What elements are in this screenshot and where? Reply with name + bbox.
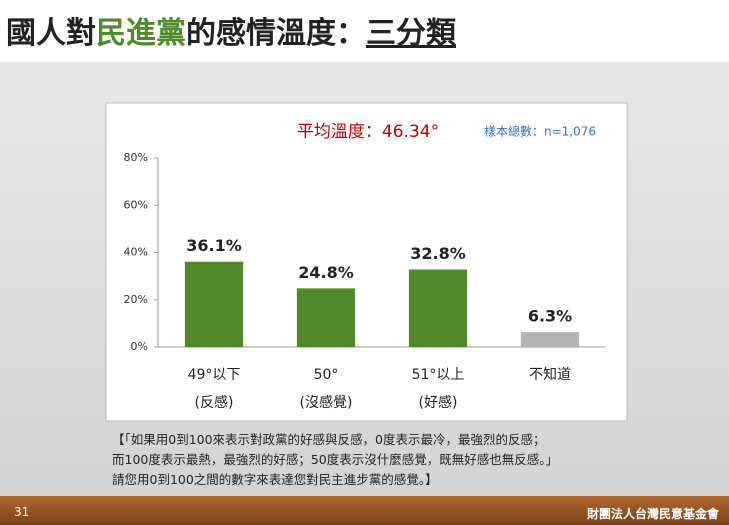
data-label: 36.1%: [186, 236, 242, 255]
x-tick-label: (沒感覺): [300, 394, 353, 411]
x-tick-label: 49°以下: [188, 367, 241, 383]
y-tick-label: 40%: [124, 246, 148, 259]
y-tick-label: 80%: [124, 151, 148, 164]
title-part: 國人對: [6, 16, 96, 51]
footer: 31 財團法人台灣民意基金會: [0, 496, 729, 525]
footnote-line: 請您用0到100之間的數字來表達您對民主進步黨的感覺。】: [112, 472, 438, 487]
title-part: 民進黨: [96, 16, 186, 51]
x-tick-label: 51°以上: [412, 367, 465, 383]
x-tick-label: (好感): [419, 394, 458, 411]
x-tick-label: 不知道: [529, 366, 571, 383]
y-tick-label: 60%: [124, 198, 148, 211]
footnote: 【「如果用0到100來表示對政黨的好感與反感，0度表示最冷，最強烈的反感； 而1…: [112, 430, 558, 490]
data-label: 32.8%: [410, 244, 466, 263]
x-tick-label: 50°: [314, 367, 339, 383]
data-label: 6.3%: [528, 307, 572, 326]
footnote-line: 【「如果用0到100來表示對政黨的好感與反感，0度表示最冷，最強烈的反感；: [112, 432, 546, 447]
bar: [296, 288, 356, 347]
bar: [184, 261, 244, 347]
slide-title: 國人對民進黨的感情溫度：三分類: [6, 8, 456, 52]
annotation: 樣本總數：n=1,076: [484, 124, 596, 139]
bar: [520, 332, 580, 347]
bar: [408, 269, 468, 347]
data-label: 24.8%: [298, 263, 354, 282]
page-number: 31: [14, 505, 30, 519]
y-tick-label: 0%: [131, 340, 148, 353]
title-part: 的感情溫度：: [186, 16, 366, 51]
footnote-line: 而100度表示最熱，最強烈的好感；50度表示沒什麼感覺，既無好感也無反感。」: [112, 452, 559, 467]
y-tick-label: 20%: [124, 293, 148, 306]
annotation: 平均溫度：46.34°: [297, 122, 439, 142]
x-tick-label: (反感): [195, 394, 234, 411]
organization: 財團法人台灣民意基金會: [586, 507, 719, 521]
title-part: 三分類: [366, 16, 456, 51]
